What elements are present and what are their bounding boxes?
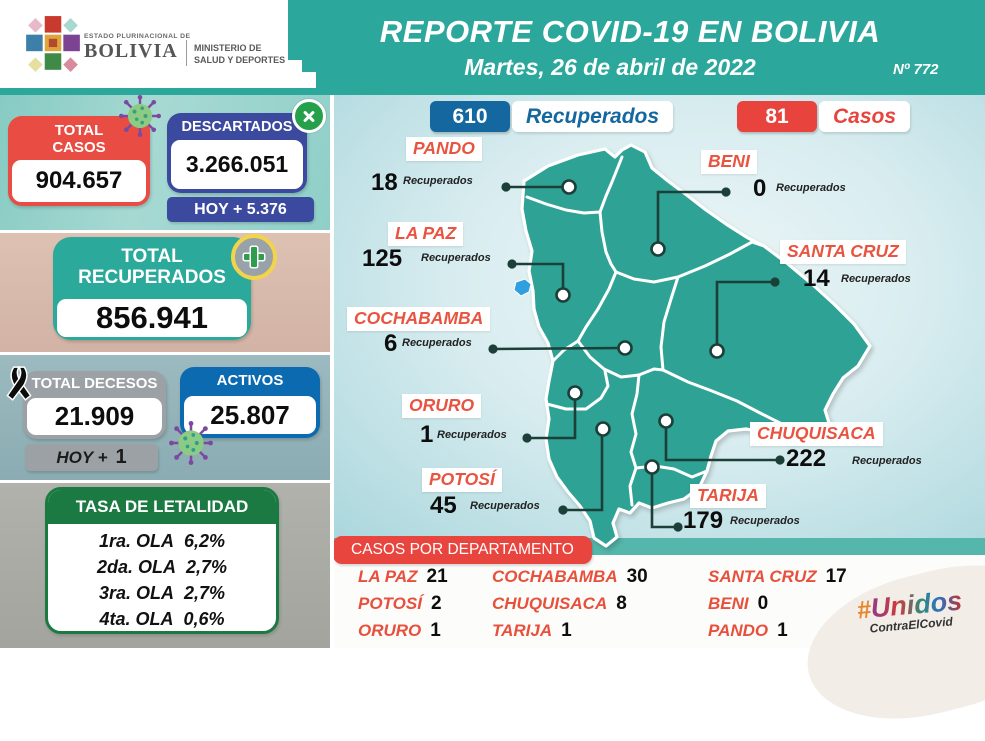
total-deaths-value: 21.909 <box>27 398 162 435</box>
mourning-ribbon-icon <box>6 366 32 401</box>
logo-divider <box>186 40 187 66</box>
dept-recovered-caption: Recuperados <box>841 273 911 285</box>
table-cell: COCHABAMBA 30 <box>492 566 648 587</box>
ministry-logo-plate: ESTADO PLURINACIONAL DE BOLIVIA MINISTER… <box>0 0 316 88</box>
connector-lines <box>492 185 780 529</box>
lethality-box: TASA DE LETALIDAD 1ra. OLA 6,2% 2da. OLA 2… <box>45 487 279 634</box>
table-cell: ORURO 1 <box>358 620 441 641</box>
estado-label: ESTADO PLURINACIONAL DE <box>84 33 191 40</box>
dept-recovered-count: 14 <box>803 265 830 292</box>
cases-total-label: Casos <box>819 101 911 132</box>
header: REPORTE COVID-19 EN BOLIVIA Martes, 26 d… <box>0 0 985 95</box>
dept-recovered-count: 6 <box>384 330 398 357</box>
lethality-row: 2da. OLA 2,7% <box>96 556 228 577</box>
dept-name: ORURO <box>402 394 482 418</box>
label-end-dots <box>488 182 785 532</box>
table-cell: SANTA CRUZ 17 <box>708 566 847 587</box>
table-cell: TARIJA 1 <box>492 620 572 641</box>
dept-recovered-caption: Recuperados <box>402 337 472 349</box>
cases-by-department-table: LA PAZ 21 COCHABAMBA 30 SANTA CRUZ 17 POTOS… <box>340 566 978 643</box>
discarded-box: DESCARTADOS 3.266.051 <box>167 113 307 193</box>
department-markers <box>555 179 725 475</box>
x-circle-icon <box>292 99 326 133</box>
recovered-total-label: Recuperados <box>512 101 674 132</box>
dept-recovered-caption: Recuperados <box>730 515 800 527</box>
dept-recovered-caption: Recuperados <box>776 182 846 194</box>
dept-recovered-count: 0 <box>753 175 767 202</box>
dept-name: LA PAZ <box>388 222 464 246</box>
active-cases-value: 25.807 <box>184 396 316 434</box>
lethality-row: 4ta. OLA 0,6% <box>99 608 225 629</box>
discarded-label: DESCARTADOS <box>181 119 293 135</box>
dept-recovered-count: 45 <box>430 492 457 519</box>
dept-name: BENI <box>701 150 757 174</box>
total-cases-box: TOTAL CASOS 904.657 <box>8 116 150 206</box>
deaths-today-value: 1 <box>115 446 127 468</box>
total-deaths-label: TOTAL DECESOS <box>31 375 158 392</box>
total-cases-value: 904.657 <box>12 160 146 202</box>
lethality-row: 1ra. OLA 6,2% <box>98 530 226 551</box>
discarded-today: HOY + 5.376 <box>167 197 314 222</box>
dept-recovered-caption: Recuperados <box>403 175 473 187</box>
total-recovered-value: 856.941 <box>57 299 247 337</box>
lake-titicaca-icon <box>513 278 532 297</box>
recovered-total-badge: 610 Recuperados <box>430 101 674 132</box>
ministry-name: MINISTERIO DE SALUD Y DEPORTES <box>194 43 286 65</box>
report-number: Nº 772 <box>893 61 939 78</box>
cases-by-department-title: CASOS POR DEPARTAMENTO <box>333 536 592 564</box>
total-recovered-box: TOTAL RECUPERADOS 856.941 <box>53 237 251 340</box>
table-cell: BENI 0 <box>708 593 769 614</box>
virus-icon <box>118 94 162 138</box>
virus-icon <box>169 421 213 465</box>
active-cases-label: ACTIVOS <box>216 372 284 389</box>
dept-name: CHUQUISACA <box>750 422 883 446</box>
bolivia-map <box>488 143 872 548</box>
table-cell: LA PAZ 21 <box>358 566 448 587</box>
lethality-rows: 1ra. OLA 6,2% 2da. OLA 2,7% 3ra. OLA 2,7% 4… <box>48 524 276 631</box>
active-cases-box: ACTIVOS 25.807 <box>180 367 320 438</box>
dept-recovered-count: 1 <box>420 421 434 448</box>
dept-recovered-caption: Recuperados <box>852 455 922 467</box>
country-shape <box>520 143 872 548</box>
dept-recovered-count: 179 <box>683 507 724 534</box>
deaths-today-label: HOY + <box>56 447 108 467</box>
cases-total-badge: 81 Casos <box>737 101 911 132</box>
plus-circle-icon <box>231 234 277 280</box>
bolivia-wordmark: BOLIVIA <box>84 40 178 62</box>
dept-recovered-caption: Recuperados <box>421 252 491 264</box>
deaths-today: HOY + 1 <box>25 444 158 471</box>
dept-recovered-count: 18 <box>371 169 398 196</box>
page-title: REPORTE COVID-19 EN BOLIVIA <box>379 14 881 49</box>
total-recovered-label: TOTAL RECUPERADOS <box>78 246 226 289</box>
report-date: Martes, 26 de abril de 2022 <box>464 54 756 80</box>
table-cell: POTOSÍ 2 <box>358 593 442 614</box>
panel-divider <box>330 95 334 648</box>
dept-recovered-caption: Recuperados <box>437 429 507 441</box>
dept-name: COCHABAMBA <box>347 307 491 331</box>
table-cell: CHUQUISACA 8 <box>492 593 627 614</box>
lethality-title: TASA DE LETALIDAD <box>48 490 276 524</box>
dept-recovered-count: 125 <box>362 245 403 272</box>
dept-name: SANTA CRUZ <box>780 240 906 264</box>
discarded-value: 3.266.051 <box>171 140 303 189</box>
dept-recovered-count: 222 <box>786 445 827 472</box>
dept-name: PANDO <box>406 137 482 161</box>
dept-recovered-caption: Recuperados <box>470 500 540 512</box>
dept-name: POTOSÍ <box>422 468 502 492</box>
dept-name: TARIJA <box>690 484 766 508</box>
total-cases-label: TOTAL CASOS <box>52 122 106 156</box>
recovered-total-value: 610 <box>430 101 510 132</box>
table-cell: PANDO 1 <box>708 620 788 641</box>
total-deaths-box: TOTAL DECESOS 21.909 <box>23 371 166 439</box>
lethality-row: 3ra. OLA 2,7% <box>98 582 226 603</box>
bolivia-emblem-icon <box>26 16 80 72</box>
cases-total-value: 81 <box>737 101 817 132</box>
